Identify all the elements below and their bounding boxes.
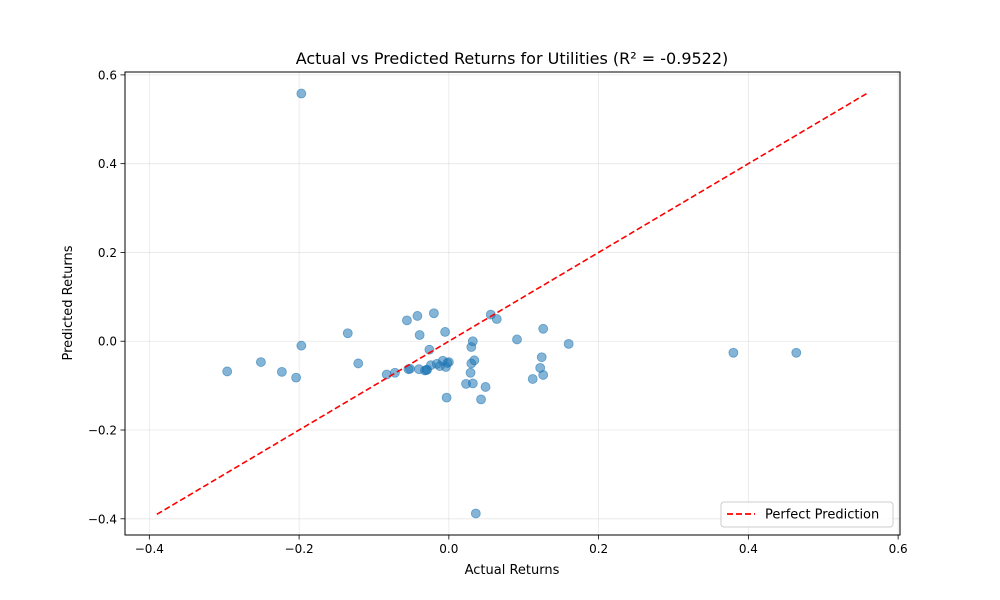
- y-axis-label: Predicted Returns: [61, 245, 76, 360]
- x-tick-label: 0.2: [589, 542, 608, 556]
- legend-box: [720, 501, 894, 528]
- scatter-point: [428, 308, 439, 319]
- scatter-point: [402, 315, 412, 326]
- x-tick-label: 0.0: [439, 542, 458, 556]
- x-axis-ticks: −0.4 −0.2 0.0 0.2 0.4 0.6: [135, 535, 908, 556]
- y-tick-label: 0.6: [98, 68, 117, 82]
- scatter-point: [222, 366, 233, 377]
- scatter-point: [538, 323, 549, 334]
- scatter-point: [467, 336, 478, 347]
- scatter-point: [476, 394, 486, 405]
- y-tick-label: −0.4: [88, 512, 117, 526]
- scatter-point: [491, 314, 502, 324]
- scatter-point: [512, 334, 522, 345]
- scatter-point: [256, 357, 266, 367]
- scatter-point: [414, 330, 425, 340]
- scatter-point: [536, 352, 547, 363]
- scatter-point: [443, 357, 454, 367]
- scatter-point: [791, 347, 802, 358]
- scatter-point: [412, 311, 423, 321]
- chart-title: Actual vs Predicted Returns for Utilitie…: [296, 49, 729, 68]
- x-axis-label: Actual Returns: [465, 563, 560, 578]
- legend: Perfect Prediction: [720, 501, 894, 528]
- perfect-prediction-line-group: [156, 91, 869, 516]
- scatter-point: [296, 88, 307, 99]
- scatter-point: [276, 366, 287, 377]
- scatter-point: [465, 367, 476, 378]
- scatter-point: [728, 347, 739, 358]
- y-tick-label: 0.2: [98, 246, 117, 260]
- scatter-point: [527, 374, 538, 384]
- scatter-point: [381, 369, 392, 380]
- x-tick-label: 0.6: [889, 542, 908, 556]
- y-tick-label: 0.4: [98, 157, 117, 171]
- legend-label-perfect-prediction: Perfect Prediction: [765, 508, 879, 523]
- data-points: [222, 88, 802, 519]
- scatter-point: [480, 382, 491, 392]
- scatter-point: [440, 327, 451, 337]
- scatter-point: [469, 355, 480, 366]
- scatter-point: [563, 338, 574, 349]
- y-axis-ticks: −0.4 −0.2 0.0 0.2 0.4 0.6: [88, 68, 125, 526]
- scatter-point: [291, 372, 301, 383]
- scatter-point: [467, 378, 478, 389]
- scatter-point: [342, 328, 353, 339]
- y-tick-label: 0.0: [98, 335, 117, 349]
- plot-frame: [124, 71, 901, 536]
- y-tick-label: −0.2: [88, 424, 117, 438]
- scatter-point: [296, 340, 307, 351]
- scatter-point: [441, 392, 452, 403]
- x-tick-label: 0.4: [739, 542, 758, 556]
- x-tick-label: −0.2: [285, 542, 314, 556]
- scatter-point: [470, 508, 481, 519]
- scatter-point: [538, 370, 549, 380]
- perfect-prediction-line: [156, 91, 869, 516]
- scatter-point: [353, 358, 364, 369]
- x-tick-label: −0.4: [135, 542, 164, 556]
